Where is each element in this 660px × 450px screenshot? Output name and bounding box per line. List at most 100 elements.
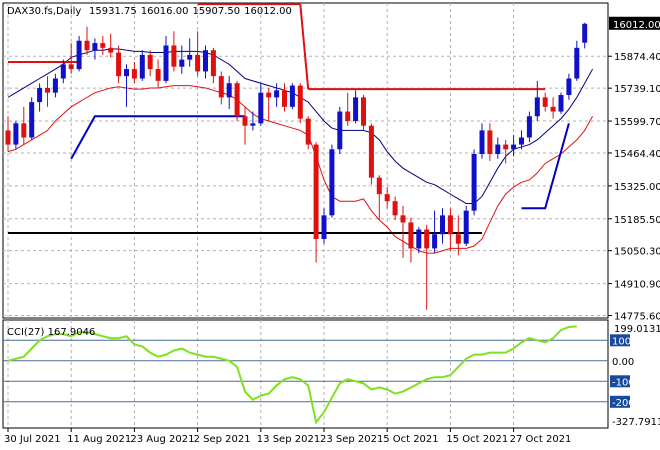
candle	[305, 116, 311, 150]
candle	[353, 90, 359, 124]
candle	[179, 45, 185, 74]
candle	[171, 31, 177, 72]
candle	[432, 210, 438, 254]
cci-level-box	[610, 395, 630, 408]
cci-max-label: 199.0131	[614, 324, 660, 335]
lower-band-line	[7, 85, 594, 254]
price-tick-label: 14910.90	[614, 280, 660, 291]
price-tick-label: 15464.40	[614, 149, 660, 160]
candle	[92, 38, 98, 60]
candle	[21, 106, 27, 145]
candle	[155, 59, 161, 88]
candle	[345, 92, 351, 126]
candle	[203, 45, 208, 79]
candle	[37, 83, 43, 112]
candle	[337, 106, 343, 155]
candle	[487, 123, 493, 162]
candle	[297, 83, 303, 124]
candle	[258, 83, 264, 126]
candle	[210, 47, 216, 84]
candle	[13, 120, 19, 150]
cci-level-label: 0.00	[612, 357, 634, 368]
price-tick-label: 15325.00	[614, 182, 660, 193]
date-tick-label: 11 Aug 2021	[67, 434, 131, 445]
candle	[416, 227, 422, 254]
date-tick-label: 27 Oct 2021	[510, 434, 572, 445]
cci-level-box	[610, 334, 630, 347]
candle	[226, 76, 232, 110]
candle	[424, 224, 430, 310]
candle	[479, 123, 485, 159]
cci-level-lines	[3, 339, 608, 403]
candle	[116, 45, 122, 84]
candle	[542, 92, 548, 112]
candle	[5, 116, 11, 152]
price-tick-label: 14775.60	[614, 311, 660, 322]
candle	[313, 142, 319, 263]
cci-panel[interactable]: CCI(27) 167.9046	[2, 319, 609, 429]
candle	[218, 71, 224, 105]
price-tick-label: 15739.10	[614, 84, 660, 95]
price-tick-label: 15874.40	[614, 52, 660, 63]
candle	[52, 73, 58, 98]
candle	[250, 111, 256, 131]
price-panel[interactable]: DAX30.fs,Daily 15931.75 16016.00 15907.50 1…	[2, 2, 609, 319]
candle	[400, 205, 406, 258]
candle	[376, 175, 382, 221]
candle	[76, 36, 82, 72]
candle	[503, 139, 509, 164]
candle	[234, 80, 240, 121]
candle	[68, 43, 74, 74]
candle	[147, 50, 153, 77]
candlestick-series	[5, 22, 588, 310]
chart-symbol-label: DAX30.fs,Daily	[7, 6, 81, 17]
ohlc-values: 15931.75 16016.00 15907.50 16012.00	[89, 6, 292, 17]
date-tick-label: 30 Jul 2021	[4, 434, 61, 445]
candle	[100, 36, 106, 55]
price-tick-label: 15050.30	[614, 247, 660, 258]
support-resistance-lines	[8, 3, 570, 235]
candle	[519, 130, 524, 150]
cci-level-label: 100	[612, 336, 631, 347]
cci-level-box	[610, 375, 630, 388]
candle	[534, 80, 540, 121]
candle	[108, 33, 114, 58]
price-panel-frame	[2, 2, 609, 319]
candle	[242, 106, 248, 145]
price-grid	[3, 3, 608, 318]
cci-label: CCI(27) 167.9046	[7, 327, 95, 338]
candle	[550, 97, 556, 119]
candle	[447, 208, 453, 251]
candle	[511, 135, 517, 157]
svg-text:16012.00: 16012.00	[613, 20, 660, 31]
cci-min-label: -327.7911	[612, 417, 660, 428]
candle	[84, 26, 90, 55]
candle	[566, 73, 572, 100]
candle	[289, 83, 295, 110]
candle	[574, 40, 580, 81]
candle	[163, 36, 169, 84]
candle	[368, 123, 374, 185]
date-tick-label: 5 Oct 2021	[383, 434, 438, 445]
cci-line	[7, 325, 577, 425]
cci-level-label: -100	[612, 377, 635, 388]
trend-line-2	[521, 123, 570, 210]
candle	[321, 208, 327, 244]
time-axis: 30 Jul 2021 11 Aug 2021 23 Aug 2021 2 Sep 2…	[4, 428, 571, 445]
candle	[408, 217, 414, 263]
date-tick-label: 13 Sep 2021	[257, 434, 320, 445]
candle	[329, 144, 335, 218]
candle	[471, 149, 477, 216]
trend-line-1	[70, 115, 245, 160]
date-tick-label: 23 Sep 2021	[320, 434, 383, 445]
candle	[440, 208, 445, 244]
candle	[392, 196, 398, 221]
candle	[463, 205, 469, 247]
candle	[45, 76, 50, 107]
candle	[526, 111, 532, 143]
candle	[558, 92, 564, 114]
candle	[187, 38, 193, 67]
date-tick-label: 23 Aug 2021	[130, 434, 194, 445]
candle	[361, 95, 366, 131]
